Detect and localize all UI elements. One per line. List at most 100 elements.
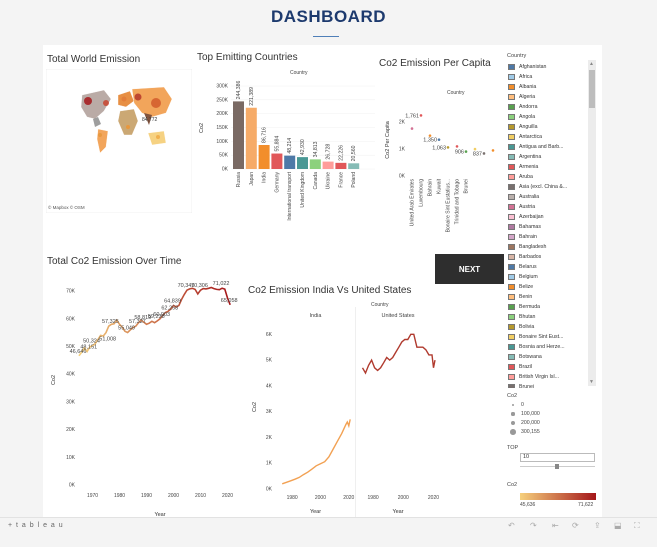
legend-item[interactable]: Brunei [508, 382, 534, 388]
legend-item[interactable]: Benin [508, 292, 532, 301]
legend-item[interactable]: Botswana [508, 352, 542, 361]
dashboard-header: DASHBOARD [0, 0, 657, 44]
capita-point-label: 837 [473, 151, 482, 157]
legend-item[interactable]: Bonaire Sint Eust... [508, 332, 563, 341]
top-axis-title: Country [290, 70, 308, 76]
world-map[interactable]: 84,772 © Mapbox © OSM [46, 69, 192, 213]
legend-item[interactable]: Bhutan [508, 312, 535, 321]
legend-item[interactable]: Austria [508, 202, 535, 211]
legend-label: Angola [519, 113, 536, 120]
legend-swatch [508, 383, 515, 388]
continents [80, 86, 173, 154]
top-param-input[interactable]: 10 [520, 453, 595, 462]
top-bar-label: 34,813 [313, 141, 319, 157]
legend-item[interactable]: Anguilla [508, 122, 537, 131]
legend-swatch [508, 173, 515, 180]
top-bar-label: 26,728 [326, 144, 332, 160]
legend-item[interactable]: Argentina [508, 152, 541, 161]
legend-swatch [508, 73, 515, 80]
legend-item[interactable]: Barbados [508, 252, 541, 261]
download-icon[interactable]: ⬓ [614, 521, 622, 530]
capita-point [464, 150, 468, 153]
legend-item[interactable]: Bermuda [508, 302, 540, 311]
time-xtick: 2000 [168, 493, 179, 499]
top-category-label: Germany [274, 172, 280, 193]
india-vs-us-chart[interactable]: Co2 0K 1K 2K 3K 4K 5K 6K India 1980 2000 2020 Year Un… [248, 307, 444, 517]
top-slider-handle[interactable] [555, 464, 559, 469]
bubble-label: 84,772 [142, 117, 158, 123]
redo-icon[interactable]: ↷ [530, 521, 537, 530]
legend-item[interactable]: Azerbaijan [508, 212, 544, 221]
legend-item[interactable]: British Virgin Isl... [508, 372, 559, 381]
legend-item[interactable]: Algeria [508, 92, 535, 101]
legend-item[interactable]: Bahrain [508, 232, 537, 241]
legend-item[interactable]: Asia (excl. China &... [508, 182, 567, 191]
page-title: DASHBOARD [271, 7, 386, 26]
legend-swatch [508, 243, 515, 250]
legend-item[interactable]: Bangladesh [508, 242, 546, 251]
india-us-ylabel: Co2 [252, 402, 258, 412]
emission-bubbles [84, 93, 161, 139]
fullscreen-icon[interactable]: ⛶ [634, 521, 640, 530]
legend-swatch [508, 83, 515, 90]
legend-item[interactable]: Belize [508, 282, 533, 291]
legend-scroll-thumb[interactable] [589, 70, 595, 108]
top-bar-label: 42,930 [300, 139, 306, 155]
capita-category-label: United Arab Emirates [410, 179, 416, 227]
central-america-shape [93, 117, 101, 127]
legend-item[interactable]: Brazil [508, 362, 532, 371]
legend-item[interactable]: Aruba [508, 172, 533, 181]
bottom-toolbar: + t a b l e a u ↶ ↷ ⇤ ⟳ ⇪ ⬓ ⛶ [0, 517, 657, 547]
time-series-line [78, 286, 231, 357]
legend-label: Bhutan [519, 313, 536, 320]
top-bar-label: 48,214 [287, 138, 293, 154]
legend-item[interactable]: Antarctica [508, 132, 542, 141]
top-bar [233, 101, 244, 169]
emission-over-time-chart[interactable]: Co2 Year 0K 10K 20K 30K 40K 50K 60K 70K 1970 1980 19… [47, 270, 245, 518]
legend-item[interactable]: Belarus [508, 262, 537, 271]
legend-item[interactable]: Africa [508, 72, 532, 81]
legend-swatch [508, 63, 515, 70]
legend-item[interactable]: Bahamas [508, 222, 541, 231]
time-ytick: 0K [69, 483, 76, 489]
share-icon[interactable]: ⇪ [594, 521, 601, 530]
legend-item[interactable]: Angola [508, 112, 535, 121]
top-title: Top Emitting Countries [197, 52, 298, 63]
bubble-china [151, 98, 161, 108]
legend-item[interactable]: Andorra [508, 102, 537, 111]
legend-item[interactable]: Antigua and Barb... [508, 142, 563, 151]
scroll-down-icon[interactable]: ▼ [589, 379, 594, 385]
top-ytick: 0K [222, 167, 229, 173]
refresh-icon[interactable]: ⟳ [572, 521, 579, 530]
per-capita-chart[interactable]: Co2 Per Capita 0K 1K 2K United Arab Emirates… [383, 98, 505, 248]
legend-item[interactable]: Afghanistan [508, 62, 546, 71]
legend-label: Andorra [519, 103, 538, 110]
tableau-logo[interactable]: + t a b l e a u [8, 522, 64, 529]
legend-item[interactable]: Armenia [508, 162, 538, 171]
next-button[interactable]: NEXT [435, 254, 504, 284]
scroll-up-icon[interactable]: ▲ [589, 61, 594, 67]
revert-icon[interactable]: ⇤ [552, 521, 559, 530]
time-point-label: 70,306 [191, 283, 208, 289]
top-emitting-chart[interactable]: Co2 0K 50K 100K 150K 200K 250K 300K 244,386 Russi… [197, 76, 379, 246]
undo-icon[interactable]: ↶ [508, 521, 515, 530]
legend-item[interactable]: Albania [508, 82, 536, 91]
legend-label: Belarus [519, 263, 537, 270]
legend-scrollbar[interactable] [588, 60, 596, 386]
bubble-russia [134, 93, 142, 101]
top-bar [258, 145, 270, 169]
size-legend-label: 300,155 [520, 429, 540, 435]
legend-item[interactable]: Australia [508, 192, 539, 201]
legend-item[interactable]: Bosnia and Herze... [508, 342, 565, 351]
time-title: Total Co2 Emission Over Time [47, 256, 182, 267]
india-us-xtick: 2020 [343, 495, 354, 501]
time-point-label: 59,238 [148, 314, 165, 320]
capita-point-label: 906 [455, 150, 464, 156]
country-legend-list[interactable]: Afghanistan Africa Albania Algeria Andorra An… [508, 62, 590, 388]
top-param-title: TOP [507, 445, 519, 451]
legend-item[interactable]: Bolivia [508, 322, 534, 331]
legend-item[interactable]: Belgium [508, 272, 538, 281]
time-point-label: 70,345 [178, 283, 195, 289]
legend-swatch [508, 183, 515, 190]
size-legend-item: 0 [507, 401, 524, 409]
